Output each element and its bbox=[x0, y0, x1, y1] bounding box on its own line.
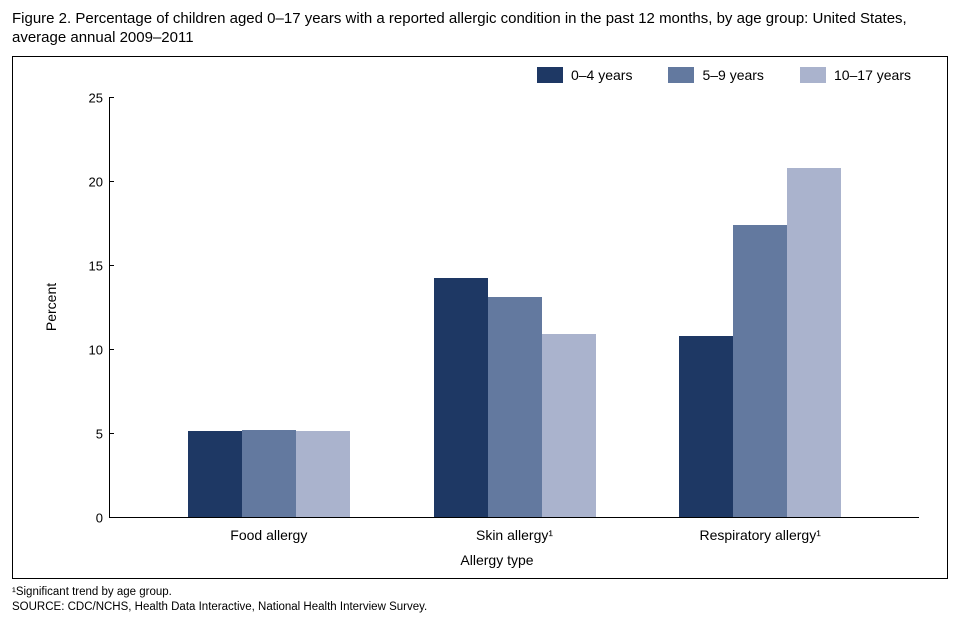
legend-item: 10–17 years bbox=[800, 67, 911, 83]
x-axis-title: Allergy type bbox=[75, 552, 919, 568]
y-axis: Percent 0510152025 bbox=[75, 97, 109, 518]
bar bbox=[434, 278, 488, 517]
y-axis-title: Percent bbox=[43, 283, 59, 331]
footnote-1: ¹Significant trend by age group. bbox=[12, 585, 948, 601]
y-tick-label: 0 bbox=[75, 510, 103, 525]
y-tick-label: 15 bbox=[75, 258, 103, 273]
legend-swatch bbox=[800, 67, 826, 83]
bar bbox=[488, 297, 542, 517]
figure-title: Figure 2. Percentage of children aged 0–… bbox=[12, 10, 948, 48]
bar bbox=[242, 430, 296, 517]
bar bbox=[296, 431, 350, 517]
y-tick-label: 10 bbox=[75, 342, 103, 357]
category-label: Skin allergy¹ bbox=[476, 527, 553, 543]
legend-item: 0–4 years bbox=[537, 67, 632, 83]
legend-label: 5–9 years bbox=[702, 67, 763, 83]
category-label: Food allergy bbox=[230, 527, 307, 543]
category-group: Respiratory allergy¹ bbox=[637, 168, 883, 517]
footnotes: ¹Significant trend by age group. SOURCE:… bbox=[12, 585, 948, 616]
y-tick-label: 5 bbox=[75, 426, 103, 441]
y-tick-label: 20 bbox=[75, 174, 103, 189]
bar bbox=[542, 334, 596, 517]
category-group: Food allergy bbox=[146, 430, 392, 517]
y-tick-label: 25 bbox=[75, 90, 103, 105]
legend-label: 0–4 years bbox=[571, 67, 632, 83]
legend-swatch bbox=[668, 67, 694, 83]
chart-area: 0–4 years 5–9 years 10–17 years Percent 0 5… bbox=[12, 56, 948, 579]
legend-swatch bbox=[537, 67, 563, 83]
bar bbox=[787, 168, 841, 517]
bar bbox=[188, 431, 242, 517]
category-label: Respiratory allergy¹ bbox=[699, 527, 820, 543]
category-group: Skin allergy¹ bbox=[392, 278, 638, 517]
source-line: SOURCE: CDC/NCHS, Health Data Interactiv… bbox=[12, 600, 948, 616]
plot-region: Food allergySkin allergy¹Respiratory all… bbox=[109, 97, 919, 518]
legend-item: 5–9 years bbox=[668, 67, 763, 83]
legend: 0–4 years 5–9 years 10–17 years bbox=[537, 67, 911, 83]
legend-label: 10–17 years bbox=[834, 67, 911, 83]
bar bbox=[733, 225, 787, 517]
bar bbox=[679, 336, 733, 517]
